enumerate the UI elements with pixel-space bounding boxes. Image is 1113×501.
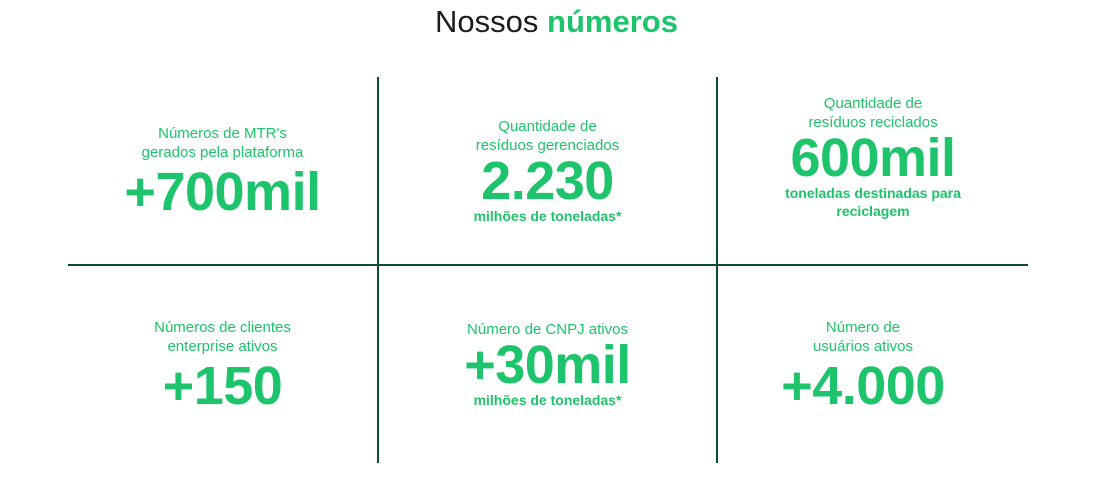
title-prefix: Nossos	[435, 4, 539, 39]
stat-label-line: Número de	[825, 318, 901, 336]
stat-label-line: enterprise ativos	[167, 337, 278, 355]
stat-label-line: Número de CNPJ ativos	[467, 321, 628, 338]
stat-sub-line: reciclagem	[836, 203, 910, 219]
section-title: Nossos números	[0, 2, 1113, 42]
stat-label-line: resíduos reciclados	[808, 114, 938, 131]
stat-value: 2.230	[481, 150, 614, 211]
stat-sub-line: milhões de toneladas*	[473, 392, 622, 408]
divider-vertical-left	[377, 77, 379, 463]
stat-card-usuarios-ativos: Número de usuários ativos +4.000	[718, 266, 1008, 463]
stat-card-cnpj-ativos: Número de CNPJ ativos +30mil milhões de …	[379, 266, 716, 463]
stat-label-line: usuários ativos	[812, 337, 914, 355]
stat-sub-line: toneladas destinadas para	[785, 185, 961, 201]
stat-label-line: Quantidade de	[498, 117, 597, 135]
stat-value: 600mil	[790, 128, 956, 188]
stat-value: +4.000	[781, 355, 945, 416]
stat-value: +30mil	[464, 335, 631, 395]
stat-label-line: Números de clientes	[154, 318, 291, 336]
stat-label-line: gerados pela plataforma	[141, 143, 304, 161]
stat-sub-line: milhões de toneladas*	[473, 207, 622, 224]
divider-vertical-right	[716, 77, 718, 463]
stat-value: +700mil	[124, 161, 321, 222]
stat-value: +150	[162, 355, 283, 416]
stat-label-line: Números de MTR's	[158, 124, 287, 142]
stat-card-residuos-gerenciados: Quantidade de resíduos gerenciados 2.230…	[379, 77, 716, 264]
divider-horizontal	[68, 264, 1028, 266]
stat-card-clientes-enterprise: Números de clientes enterprise ativos +1…	[68, 266, 377, 463]
title-highlight: números	[547, 4, 678, 39]
stat-label-line: resíduos gerenciados	[475, 136, 620, 154]
stat-card-residuos-reciclados: Quantidade de resíduos reciclados 600mil…	[718, 77, 1028, 237]
stat-label-line: Quantidade de	[823, 95, 923, 112]
stat-card-mtr: Números de MTR's gerados pela plataforma…	[68, 77, 377, 264]
